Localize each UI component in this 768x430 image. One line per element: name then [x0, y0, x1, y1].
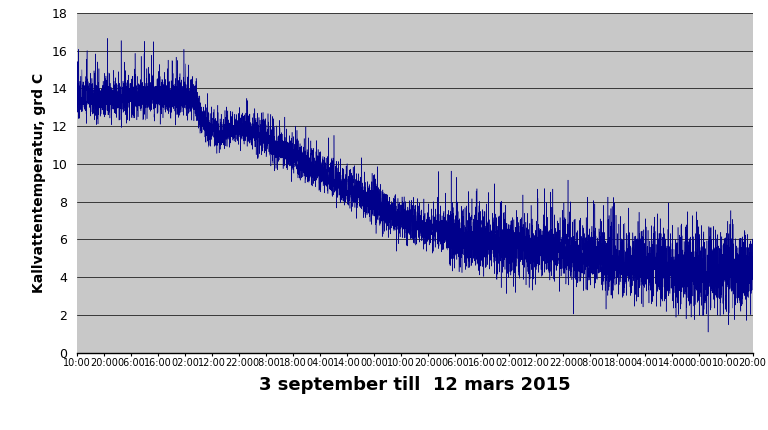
- Y-axis label: Kallvattentemperatur, grd C: Kallvattentemperatur, grd C: [31, 73, 45, 293]
- X-axis label: 3 september till  12 mars 2015: 3 september till 12 mars 2015: [259, 377, 571, 394]
